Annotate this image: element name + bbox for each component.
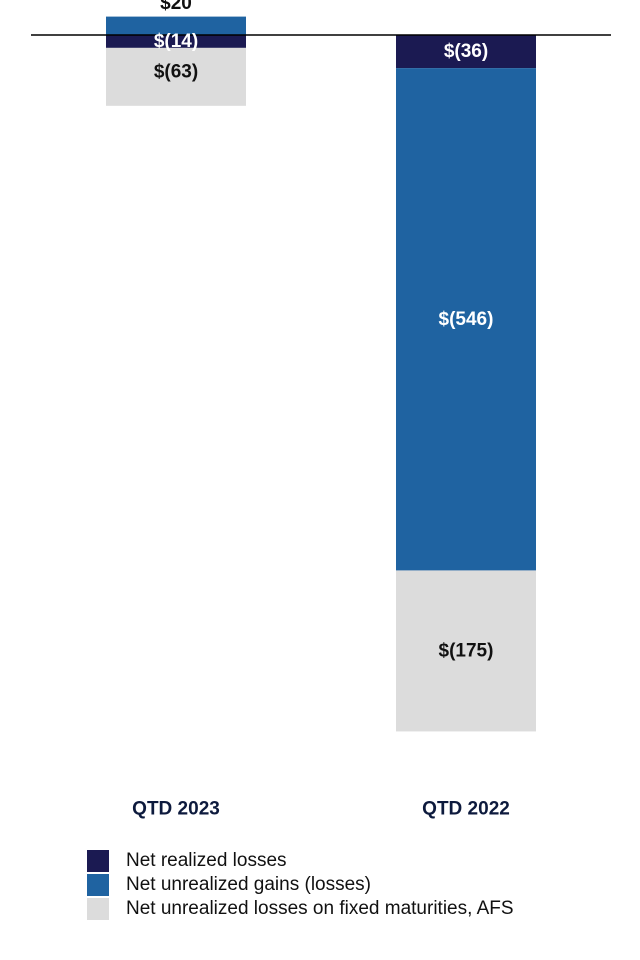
legend-item: Net realized losses: [87, 849, 514, 873]
category-label: QTD 2023: [132, 799, 220, 820]
legend-swatch: [87, 898, 109, 920]
legend-swatch: [87, 874, 109, 896]
legend-item: Net unrealized losses on fixed maturitie…: [87, 897, 514, 921]
legend-swatch: [87, 850, 109, 872]
data-label: $20: [160, 0, 192, 14]
data-label: $(63): [154, 61, 198, 82]
data-label: $(14): [154, 31, 198, 52]
bar-segment: [396, 68, 536, 571]
bars-layer: [106, 16, 536, 732]
data-label: $(546): [439, 309, 494, 330]
data-labels-layer: $(14) $20 $(63) $(36) $(546) $(175): [154, 0, 494, 661]
bar-segment: [106, 35, 246, 48]
bar-segment: [106, 16, 246, 35]
data-label: $(36): [444, 41, 488, 62]
data-label: $(175): [439, 640, 494, 661]
legend-label: Net unrealized losses on fixed maturitie…: [126, 898, 514, 919]
legend-label: Net realized losses: [126, 850, 287, 871]
legend-item: Net unrealized gains (losses): [87, 873, 514, 897]
bar-segment: [396, 35, 536, 69]
legend-label: Net unrealized gains (losses): [126, 874, 372, 895]
bar-segment: [396, 570, 536, 732]
category-label: QTD 2022: [422, 799, 510, 820]
legend: Net realized losses Net unrealized gains …: [87, 849, 514, 921]
bar-segment: [106, 47, 246, 106]
